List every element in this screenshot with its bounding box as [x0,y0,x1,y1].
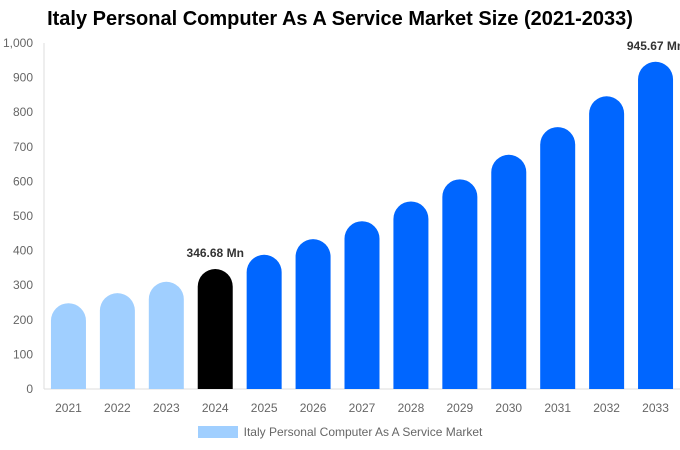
x-tick-label: 2023 [153,401,180,415]
y-tick-label: 100 [13,347,33,361]
bar-2023 [148,281,184,389]
bar-2022 [99,293,135,389]
y-tick-label: 200 [13,313,33,327]
bar-2028 [393,201,429,389]
bar-2024 [197,269,233,389]
data-label-2033: 945.67 Mn [627,39,680,53]
x-tick-label: 2033 [642,401,669,415]
bar-2032 [589,96,625,389]
y-tick-label: 0 [26,382,33,396]
y-tick-label: 900 [13,71,33,85]
legend-swatch [197,426,238,438]
y-tick-label: 1,000 [3,36,33,50]
bar-2029 [442,179,478,389]
chart-title: Italy Personal Computer As A Service Mar… [47,8,633,30]
legend: Italy Personal Computer As A Service Mar… [0,425,680,439]
y-tick-label: 300 [13,278,33,292]
x-tick-label: 2027 [349,401,376,415]
x-tick-label: 2026 [300,401,327,415]
y-tick-label: 400 [13,244,33,258]
x-tick-label: 2024 [202,401,229,415]
x-tick-label: 2028 [398,401,425,415]
x-tick-label: 2022 [104,401,131,415]
x-tick-label: 2029 [446,401,473,415]
y-tick-label: 600 [13,174,33,188]
bar-2027 [344,221,380,389]
x-tick-label: 2025 [251,401,278,415]
bar-2031 [540,127,576,390]
data-label-2024: 346.68 Mn [187,246,244,260]
y-tick-label: 500 [13,209,33,223]
bar-2030 [491,154,527,389]
x-tick-label: 2032 [593,401,620,415]
bar-2021 [50,303,86,389]
bar-2033 [638,61,674,389]
x-tick-label: 2021 [55,401,82,415]
bar-2026 [295,239,331,389]
x-tick-label: 2031 [544,401,571,415]
y-tick-label: 700 [13,140,33,154]
y-tick-label: 800 [13,105,33,119]
x-tick-label: 2030 [495,401,522,415]
legend-label: Italy Personal Computer As A Service Mar… [243,425,483,439]
bar-2025 [246,254,282,389]
